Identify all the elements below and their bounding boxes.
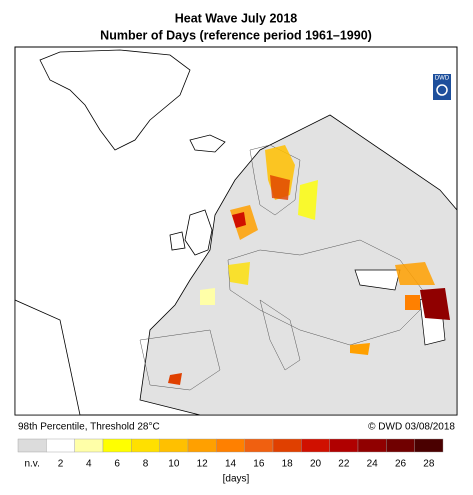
legend: n.v. 2 4 6 8 10 12 14 16 18 20 22 24 26 28	[17, 438, 444, 470]
legend-label: 8	[143, 459, 149, 470]
legend-label: 6	[114, 459, 120, 470]
legend-label: n.v.	[24, 459, 39, 470]
title: Heat Wave July 2018	[175, 11, 298, 25]
legend-swatch	[272, 438, 302, 453]
subtitle: Number of Days (reference period 1961–19…	[100, 28, 372, 42]
legend-swatch	[216, 438, 245, 453]
legend-swatch	[414, 438, 444, 453]
footer-right: © DWD 03/08/2018	[368, 422, 455, 433]
legend-swatch	[244, 438, 274, 453]
legend-label: 2	[58, 459, 64, 470]
legend-label: 26	[395, 459, 407, 470]
legend-swatch	[74, 438, 104, 453]
legend-swatch	[386, 438, 415, 453]
legend-swatch	[131, 438, 160, 453]
logo-text: DWD	[435, 76, 450, 82]
legend-swatch	[17, 438, 47, 453]
legend-label: 10	[168, 459, 180, 470]
legend-label: 24	[367, 459, 379, 470]
legend-swatch	[301, 438, 330, 453]
legend-unit: [days]	[223, 474, 250, 485]
legend-swatch	[159, 438, 189, 453]
legend-label: 20	[310, 459, 322, 470]
legend-swatch	[329, 438, 359, 453]
legend-label: 12	[197, 459, 209, 470]
legend-label: 4	[86, 459, 92, 470]
map: DWD	[14, 46, 458, 416]
legend-swatch	[102, 438, 132, 453]
legend-swatch	[357, 438, 387, 453]
legend-label: 18	[282, 459, 294, 470]
legend-label: 22	[338, 459, 350, 470]
legend-swatch	[46, 438, 75, 453]
legend-label: 16	[253, 459, 265, 470]
legend-label: 28	[423, 459, 435, 470]
legend-label: 14	[225, 459, 237, 470]
footer-left: 98th Percentile, Threshold 28°C	[18, 422, 160, 433]
legend-swatch	[187, 438, 217, 453]
